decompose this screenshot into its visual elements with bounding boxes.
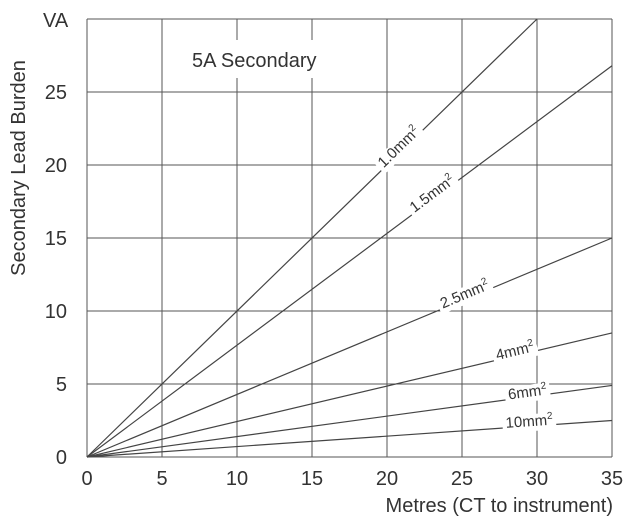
series-label-5: 10mm2 <box>501 411 557 434</box>
y-axis-unit: VA <box>43 10 69 32</box>
y-tick-label: 20 <box>45 155 67 177</box>
series-label-bg <box>503 381 552 405</box>
tick-labels: 0 5 10 15 20 25 30 35 0 5 10 15 20 25 <box>45 82 623 490</box>
series-label-1: 1.5mm2 <box>404 170 462 219</box>
y-tick-label: 15 <box>45 228 67 250</box>
series-label-bg <box>404 170 462 219</box>
x-axis-title: Metres (CT to instrument) <box>386 495 613 517</box>
series-label-bg <box>435 276 496 315</box>
x-tick-label: 30 <box>526 468 548 490</box>
series-label-0: 1.0mm2 <box>372 121 427 175</box>
series-label-text: 1.5mm2 <box>406 171 458 216</box>
series-label-text: 10mm2 <box>505 411 554 432</box>
y-tick-label: 0 <box>56 447 67 469</box>
x-tick-label: 35 <box>601 468 623 490</box>
x-tick-label: 0 <box>81 468 92 490</box>
y-tick-label: 25 <box>45 82 67 104</box>
x-tick-label: 25 <box>451 468 473 490</box>
x-tick-label: 20 <box>376 468 398 490</box>
series-label-bg <box>501 412 557 434</box>
series-label-4: 6mm2 <box>503 380 552 405</box>
series-label-3: 4mm2 <box>491 337 540 366</box>
y-axis-title: Secondary Lead Burden <box>8 60 30 276</box>
series-line-1 <box>86 65 613 458</box>
y-tick-label: 5 <box>56 374 67 396</box>
series-label-text: 6mm2 <box>507 380 548 403</box>
series-label-bg <box>372 121 427 175</box>
series-label-text: 2.5mm2 <box>437 276 492 313</box>
series-line-2 <box>86 237 613 458</box>
x-tick-label: 15 <box>301 468 323 490</box>
annotation-background <box>176 40 366 78</box>
y-tick-label: 10 <box>45 301 67 323</box>
chart-annotation: 5A Secondary <box>192 50 317 72</box>
series-label-bg <box>491 338 540 366</box>
x-tick-label: 5 <box>156 468 167 490</box>
series-line-0 <box>86 18 538 458</box>
series-label-text: 1.0mm2 <box>374 122 424 171</box>
series-label-2: 2.5mm2 <box>435 276 496 315</box>
x-tick-label: 10 <box>226 468 248 490</box>
